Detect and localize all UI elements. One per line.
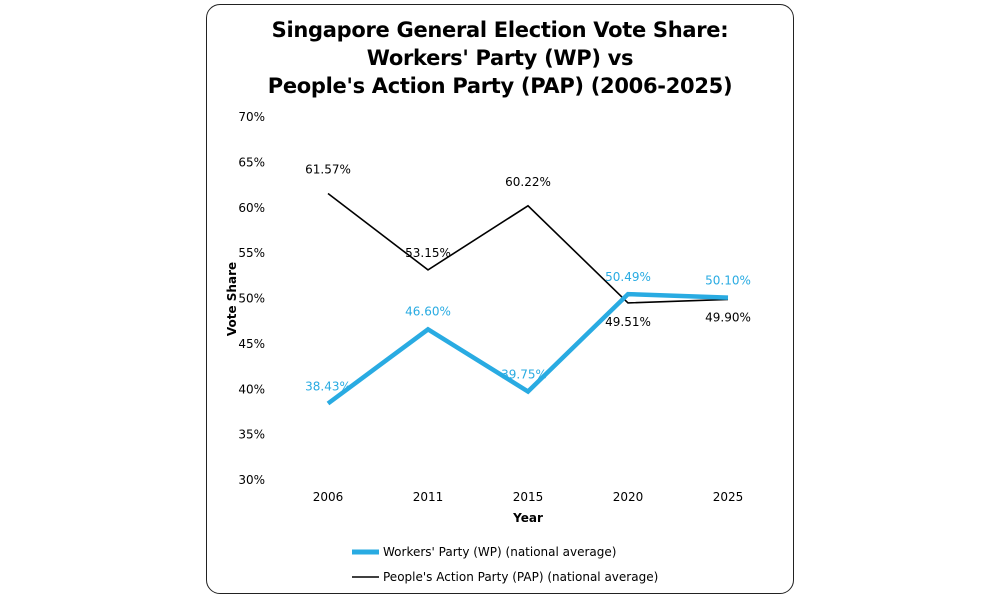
x-axis-label: Year (512, 511, 543, 525)
y-axis-ticks: 30% 35% 40% 45% 50% 55% 60% 65% 70% (238, 110, 265, 487)
data-label-wp: 46.60% (405, 304, 451, 318)
data-label-pap: 60.22% (505, 175, 551, 189)
data-label-pap: 61.57% (305, 163, 351, 177)
chart-title-line-1: Singapore General Election Vote Share: (271, 18, 729, 42)
x-tick-label: 2025 (713, 490, 744, 504)
y-tick-label: 45% (238, 337, 265, 351)
data-label-wp: 38.43% (305, 379, 351, 393)
chart-title: Singapore General Election Vote Share: W… (206, 16, 794, 100)
x-tick-label: 2015 (513, 490, 544, 504)
y-tick-label: 50% (238, 292, 265, 306)
legend-label-pap: People's Action Party (PAP) (national av… (383, 570, 658, 584)
chart-card (206, 4, 794, 594)
y-tick-label: 30% (238, 473, 265, 487)
y-tick-label: 35% (238, 428, 265, 442)
y-tick-label: 60% (238, 201, 265, 215)
chart-title-line-2: Workers' Party (WP) vs (366, 46, 634, 70)
y-tick-label: 55% (238, 246, 265, 260)
data-label-wp: 50.10% (705, 274, 751, 288)
series-line-pap (327, 192, 729, 304)
y-tick-label: 65% (238, 155, 265, 169)
series-layer (326, 192, 729, 406)
chart-title-line-3: People's Action Party (PAP) (2006-2025) (267, 74, 733, 98)
data-label-wp: 39.75% (501, 368, 547, 382)
data-label-pap: 49.51% (605, 315, 651, 329)
x-axis-ticks: 2006 2011 2015 2020 2025 (313, 490, 744, 504)
data-label-wp: 50.49% (605, 270, 651, 284)
y-tick-label: 70% (238, 110, 265, 124)
x-tick-label: 2006 (313, 490, 344, 504)
y-tick-label: 40% (238, 382, 265, 396)
legend: Workers' Party (WP) (national average) P… (352, 545, 658, 584)
x-tick-label: 2011 (413, 490, 444, 504)
legend-label-wp: Workers' Party (WP) (national average) (383, 545, 616, 559)
x-tick-label: 2020 (613, 490, 644, 504)
data-labels: 38.43% 46.60% 39.75% 50.49% 50.10% 61.57% 53.1… (305, 163, 751, 394)
data-label-pap: 49.90% (705, 310, 751, 324)
series-line-wp (326, 291, 729, 406)
data-label-pap: 53.15% (405, 246, 451, 260)
y-axis-label: Vote Share (225, 262, 239, 336)
